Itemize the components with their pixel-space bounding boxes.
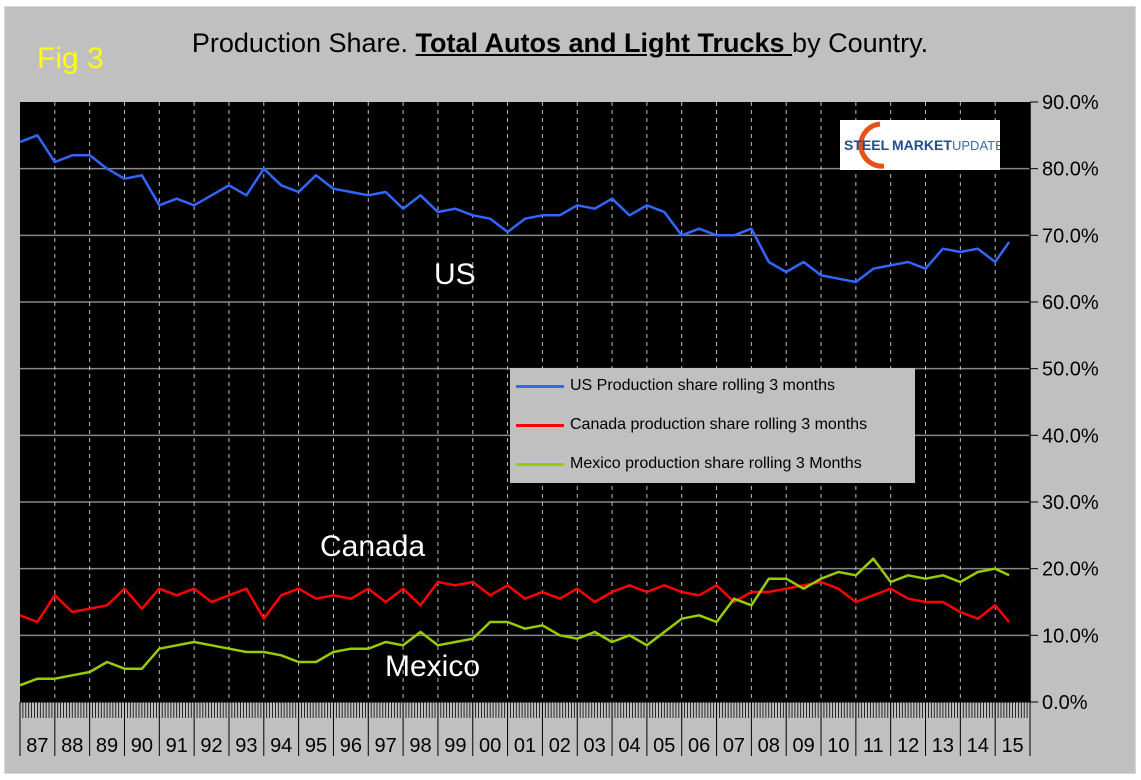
y-tick-label: 90.0%: [1042, 92, 1099, 114]
x-tick-label: 15: [1001, 735, 1023, 757]
x-tick-label: 10: [827, 735, 849, 757]
annotation-us: US: [434, 258, 476, 291]
x-tick-label: 98: [409, 735, 431, 757]
y-tick-label: 70.0%: [1042, 225, 1099, 247]
title-emphasis: Total Autos and Light Trucks: [415, 28, 793, 58]
x-tick-label: 13: [932, 735, 954, 757]
legend-label: US Production share rolling 3 months: [570, 377, 836, 394]
legend-label: Mexico production share rolling 3 Months: [570, 455, 862, 472]
x-tick-label: 02: [549, 735, 571, 757]
x-tick-label: 12: [897, 735, 919, 757]
y-tick-label: 10.0%: [1042, 625, 1099, 647]
x-tick-label: 05: [653, 735, 675, 757]
y-tick-label: 40.0%: [1042, 425, 1099, 447]
y-tick-label: 0.0%: [1042, 692, 1088, 714]
legend-swatch: [516, 423, 564, 427]
legend-item-us: US Production share rolling 3 months: [516, 376, 835, 396]
legend-label: Canada production share rolling 3 months: [570, 416, 868, 433]
y-tick-label: 20.0%: [1042, 559, 1099, 581]
chart-title: Production Share. Total Autos and Light …: [0, 28, 1120, 59]
x-tick-label: 87: [26, 735, 48, 757]
x-tick-label: 96: [340, 735, 362, 757]
x-tick-label: 09: [792, 735, 814, 757]
x-tick-label: 03: [584, 735, 606, 757]
x-tick-label: 01: [514, 735, 536, 757]
x-tick-label: 91: [166, 735, 188, 757]
series-line-canada: [19, 580, 1011, 624]
x-tick-label: 08: [758, 735, 780, 757]
annotation-canada: Canada: [320, 530, 426, 563]
legend-item-canada: Canada production share rolling 3 months: [516, 415, 867, 435]
title-suffix: by Country.: [792, 28, 929, 58]
legend-item-mexico: Mexico production share rolling 3 Months: [516, 454, 862, 474]
x-tick-label: 88: [61, 735, 83, 757]
x-tick-label: 04: [618, 735, 640, 757]
x-tick-label: 07: [723, 735, 745, 757]
y-tick-label: 60.0%: [1042, 292, 1099, 314]
svg-text:UPDATE: UPDATE: [952, 138, 1000, 153]
svg-text:STEEL: STEEL: [844, 137, 890, 153]
x-tick-label: 99: [444, 735, 466, 757]
x-tick-label: 94: [270, 735, 292, 757]
figure-label: Fig 3: [37, 42, 104, 75]
legend-swatch: [516, 462, 564, 466]
x-tick-label: 92: [200, 735, 222, 757]
y-tick-label: 30.0%: [1042, 492, 1099, 514]
x-tick-label: 95: [305, 735, 327, 757]
y-tick-label: 80.0%: [1042, 159, 1099, 181]
x-tick-label: 89: [96, 735, 118, 757]
x-tick-label: 90: [131, 735, 153, 757]
series-line-us: [19, 134, 1011, 284]
y-tick-label: 50.0%: [1042, 359, 1099, 381]
x-tick-label: 93: [235, 735, 257, 757]
x-tick-label: 97: [375, 735, 397, 757]
legend-swatch: [516, 384, 564, 388]
annotation-mexico: Mexico: [385, 650, 481, 683]
x-tick-label: 14: [967, 735, 989, 757]
title-prefix: Production Share.: [191, 28, 416, 58]
legend: US Production share rolling 3 months Can…: [510, 368, 915, 483]
x-tick-label: 11: [863, 735, 884, 757]
steel-market-update-logo: STEEL MARKET UPDATE: [840, 120, 1000, 170]
series-line-mexico: [19, 557, 1010, 687]
svg-text:MARKET: MARKET: [892, 137, 952, 153]
x-tick-label: 00: [479, 735, 501, 757]
x-tick-label: 06: [688, 735, 710, 757]
